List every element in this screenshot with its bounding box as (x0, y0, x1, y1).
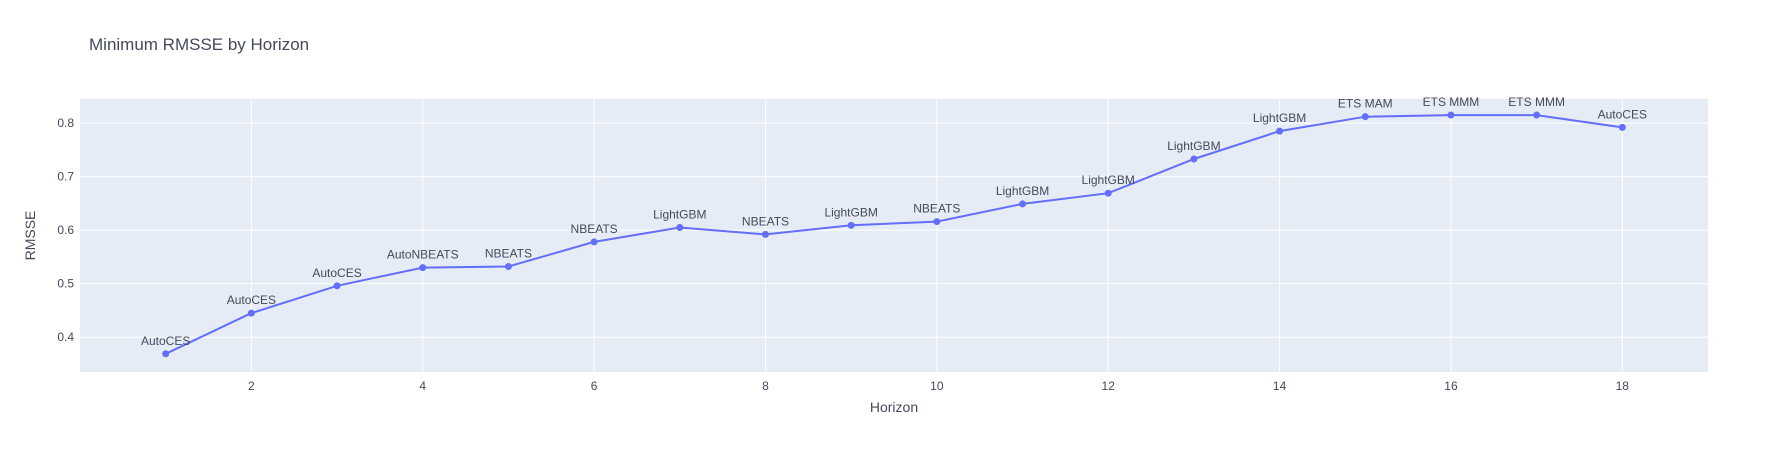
x-gridlines (250, 99, 1623, 372)
data-label: NBEATS (571, 222, 618, 236)
data-label: AutoCES (1598, 107, 1647, 121)
data-point (333, 282, 341, 290)
series-line (165, 114, 1623, 355)
data-label: ETS MMM (1423, 95, 1480, 109)
data-label: NBEATS (485, 247, 532, 261)
data-label: LightGBM (653, 207, 706, 221)
x-tick-label: 2 (248, 379, 255, 393)
data-label: NBEATS (913, 202, 960, 216)
data-label: AutoNBEATS (387, 248, 459, 262)
x-tick-label: 14 (1273, 379, 1287, 393)
data-label: LightGBM (824, 205, 877, 219)
data-labels: AutoCES AutoCES AutoCES AutoNBEATS NBEATS NBE… (141, 95, 1647, 348)
x-tick-label: 16 (1444, 379, 1458, 393)
data-label: ETS MAM (1338, 97, 1393, 111)
x-tick-labels: 2 4 6 8 10 12 14 16 18 (248, 379, 1629, 393)
data-label: LightGBM (1253, 111, 1306, 125)
data-point (676, 223, 684, 231)
y-tick-label: 0.6 (57, 223, 74, 237)
x-tick-label: 18 (1616, 379, 1630, 393)
y-tick-label: 0.4 (57, 330, 74, 344)
plot-area (80, 99, 1708, 372)
data-label: AutoCES (312, 266, 361, 280)
y-tick-labels: 0.4 0.5 0.6 0.7 0.8 (57, 116, 74, 344)
data-point (1104, 189, 1112, 197)
data-label: LightGBM (996, 184, 1049, 198)
y-tick-label: 0.8 (57, 116, 74, 130)
data-point (1190, 155, 1198, 163)
data-label: NBEATS (742, 214, 789, 228)
chart-title: Minimum RMSSE by Horizon (89, 35, 309, 54)
data-point (1276, 127, 1284, 135)
data-label: LightGBM (1082, 173, 1135, 187)
data-point (162, 350, 170, 358)
data-point (1447, 111, 1455, 119)
data-point (761, 230, 769, 238)
data-point (419, 264, 427, 272)
y-tick-label: 0.5 (57, 277, 74, 291)
y-tick-label: 0.7 (57, 170, 74, 184)
data-point (590, 238, 598, 246)
data-points (162, 111, 1626, 358)
data-label: AutoCES (141, 334, 190, 348)
data-point (1618, 123, 1626, 131)
data-label: LightGBM (1167, 139, 1220, 153)
x-tick-label: 8 (762, 379, 769, 393)
data-point (847, 221, 855, 229)
data-point (1361, 113, 1369, 121)
data-point (504, 263, 512, 271)
data-point (247, 309, 255, 317)
data-label: AutoCES (227, 293, 276, 307)
x-tick-label: 6 (591, 379, 598, 393)
data-point (1533, 111, 1541, 119)
y-axis-title: RMSSE (22, 211, 38, 261)
x-axis-title: Horizon (870, 399, 918, 415)
data-label: ETS MMM (1508, 95, 1565, 109)
x-tick-label: 4 (419, 379, 426, 393)
x-tick-label: 12 (1102, 379, 1116, 393)
data-point (1019, 200, 1027, 208)
x-tick-label: 10 (930, 379, 944, 393)
data-point (933, 218, 941, 226)
